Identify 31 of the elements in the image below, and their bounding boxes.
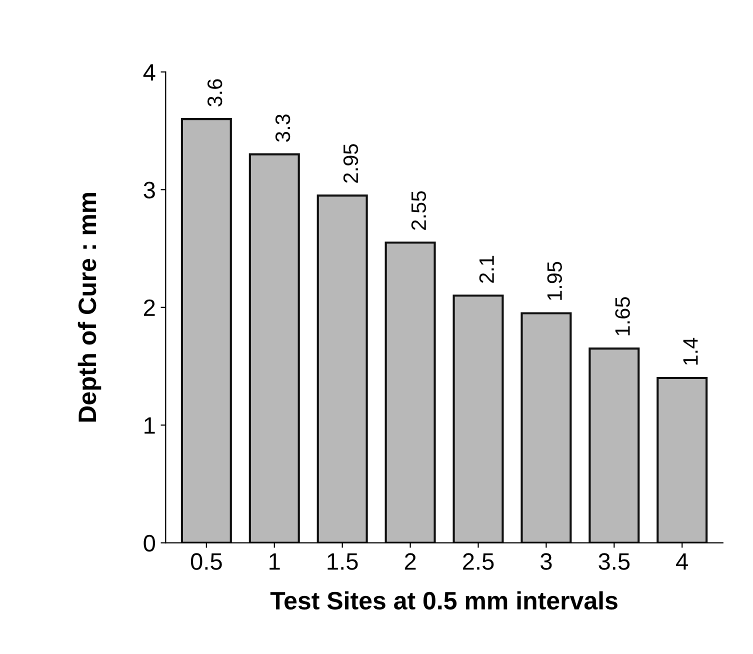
bar <box>248 153 300 543</box>
data-label: 2.1 <box>479 256 494 283</box>
y-tick-label: 1 <box>144 417 155 434</box>
data-label: 1.4 <box>683 338 698 365</box>
x-tick-label: 3 <box>540 553 552 570</box>
y-tick-label: 2 <box>144 299 155 316</box>
bar <box>316 194 368 543</box>
bar <box>452 294 504 543</box>
x-tick-label: 1.5 <box>328 553 358 570</box>
x-tick-label: 1 <box>270 553 280 570</box>
bar <box>384 242 436 543</box>
data-label: 2.95 <box>343 144 358 183</box>
data-label: 2.55 <box>411 191 426 230</box>
x-tick-label: 2.5 <box>463 553 494 570</box>
y-tick-label: 4 <box>143 64 156 80</box>
bar <box>588 348 640 543</box>
data-label: 3.3 <box>275 114 290 142</box>
data-label: 1.95 <box>547 262 562 300</box>
y-tick-label: 3 <box>144 182 155 198</box>
x-axis-title: Test Sites at 0.5 mm intervals <box>270 591 618 610</box>
bar <box>656 376 708 543</box>
x-tick-label: 0.5 <box>190 553 222 570</box>
x-tick-label: 4 <box>676 553 688 570</box>
bar <box>520 312 572 543</box>
bar <box>180 118 232 543</box>
y-axis-title: Depth of Cure : mm <box>78 192 102 422</box>
x-tick-label: 2 <box>404 553 416 570</box>
data-label: 3.6 <box>207 79 222 106</box>
y-tick-label: 0 <box>144 534 156 552</box>
x-tick-label: 3.5 <box>598 553 630 570</box>
data-label: 1.65 <box>615 297 630 336</box>
